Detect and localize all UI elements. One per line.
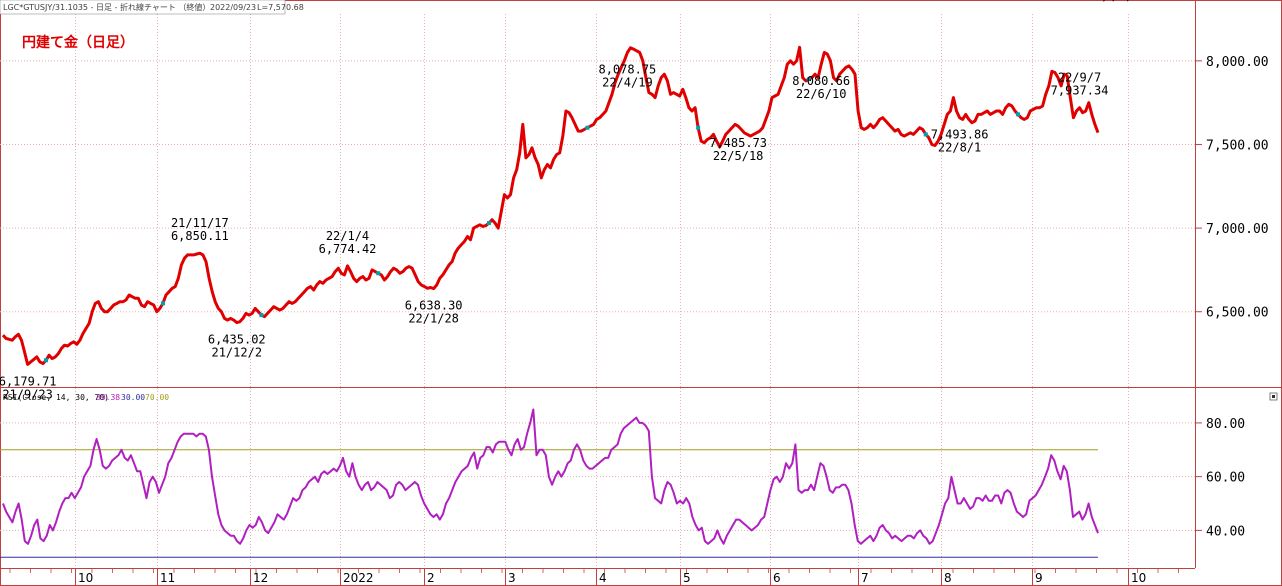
price-annotation-label: 7,937.34 <box>1051 84 1109 98</box>
price-marker <box>160 301 165 306</box>
price-annotation-label: 22/4/19 <box>602 75 653 89</box>
chart-title: 円建て金（日足） <box>22 34 134 51</box>
header-box <box>0 0 286 15</box>
time-axis-ticks: 10 11 12 2022 2 3 4 5 6 7 8 9 10 <box>9 568 1179 586</box>
time-axis-tick-label: 9 <box>1035 571 1043 585</box>
price-annotation-label: 21/12/2 <box>211 346 262 360</box>
price-annotation-label: 22/8/1 <box>938 141 981 155</box>
price-annotation-label: 6,638.30 <box>405 299 463 313</box>
vertical-gridlines <box>75 14 1129 387</box>
price-annotations: 6,179.7121/9/2321/11/176,850.116,435.022… <box>0 0 1152 401</box>
time-axis-tick-label: 10 <box>78 571 93 585</box>
rsi-vertical-gridlines <box>75 388 1129 568</box>
price-annotation-label: 6,774.42 <box>319 242 377 256</box>
price-marker <box>923 132 928 137</box>
rsi-axis-tick-label: 40.00 <box>1206 524 1245 539</box>
rsi-panel: 40.00 60.00 80.00 RSI(Close, 14, 30, 70) 3… <box>0 388 1278 568</box>
header-last: L=7,570.68 <box>257 3 304 12</box>
price-annotation-label: 22/1/28 <box>408 312 459 326</box>
price-series-line <box>1 45 1100 366</box>
time-axis-tick-label: 8 <box>944 571 952 585</box>
price-marker <box>259 313 264 318</box>
rsi-axis-tick-label: 60.00 <box>1206 471 1245 486</box>
header-date: 2022/09/23 <box>210 3 256 12</box>
price-annotation-label: 8,080.66 <box>792 74 850 88</box>
price-annotation-label: 22/5/18 <box>713 149 764 163</box>
price-marker <box>1016 112 1021 117</box>
price-axis-tick-label: 6,500.00 <box>1206 306 1269 321</box>
price-marker <box>585 125 590 130</box>
rsi-horizontal-gridlines <box>0 422 1195 531</box>
header-symbol: LGC*GTUSJY/31.1035 - 日足 - 折れ線チャート （終値） <box>3 2 210 12</box>
price-annotation-label: 7,570.68 <box>1094 0 1152 3</box>
price-annotation-label: 7,485.73 <box>709 136 767 150</box>
price-marker <box>44 358 49 363</box>
rsi-panel-close-icon-dot <box>1272 395 1275 398</box>
horizontal-gridlines <box>0 60 1195 313</box>
price-annotation-label: 21/11/17 <box>171 216 229 230</box>
price-annotation-label: 22/6/10 <box>796 87 847 101</box>
price-marker <box>806 77 811 82</box>
time-axis-tick-label: 2022 <box>343 571 374 585</box>
price-annotation-label: 6,850.11 <box>171 229 229 243</box>
time-axis-tick-label: 5 <box>683 571 691 585</box>
price-panel: 6,500.00 7,000.00 7,500.00 8,000.00 6,179.7… <box>0 0 1282 568</box>
price-marker <box>696 125 701 130</box>
time-axis-tick-label: 6 <box>773 571 781 585</box>
price-annotation-label: 8,078.75 <box>598 62 656 76</box>
time-axis-tick-label: 2 <box>427 571 435 585</box>
price-annotation-label: 22/9/7 <box>1058 71 1101 85</box>
rsi-series-line <box>2 408 1099 545</box>
rsi-legend-value: 39.38 <box>96 393 120 402</box>
price-annotation-label: 7,493.86 <box>931 128 989 142</box>
price-axis-ticks: 6,500.00 7,000.00 7,500.00 8,000.00 <box>1195 55 1269 321</box>
price-annotation-label: 6,179.71 <box>0 374 57 388</box>
rsi-legend-upper: 70.00 <box>145 393 169 402</box>
rsi-legend-lower: 30.00 <box>121 393 145 402</box>
price-annotation-label: 21/9/23 <box>2 387 53 401</box>
price-axis-tick-label: 8,000.00 <box>1206 55 1269 70</box>
price-annotation-label: 22/9/23 <box>1097 0 1148 3</box>
price-axis-tick-label: 7,500.00 <box>1206 138 1269 153</box>
time-axis-tick-label: 3 <box>508 571 516 585</box>
price-markers <box>44 77 1021 363</box>
time-axis-tick-label: 7 <box>861 571 869 585</box>
time-axis-tick-label: 4 <box>599 571 607 585</box>
price-annotation-label: 6,435.02 <box>208 333 266 347</box>
time-axis-tick-label: 11 <box>160 571 175 585</box>
rsi-legend-name: RSI(Close, 14, 30, 70) <box>3 393 109 402</box>
price-axis-tick-label: 7,000.00 <box>1206 222 1269 237</box>
price-annotation-label: 22/1/4 <box>326 229 369 243</box>
rsi-axis-ticks: 40.00 60.00 80.00 <box>1195 417 1245 539</box>
rsi-axis-tick-label: 80.00 <box>1206 417 1245 432</box>
time-axis-tick-label: 10 <box>1131 571 1146 585</box>
time-axis-tick-label: 12 <box>253 571 268 585</box>
price-marker <box>486 221 491 226</box>
price-marker <box>376 271 381 276</box>
time-axis: 10 11 12 2022 2 3 4 5 6 7 8 9 10 <box>0 568 1195 586</box>
